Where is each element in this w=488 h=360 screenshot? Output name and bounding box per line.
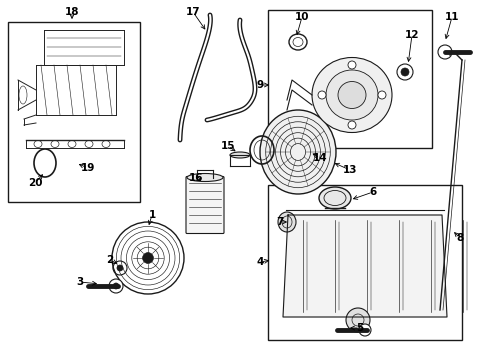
Text: 5: 5	[356, 323, 363, 333]
Text: 15: 15	[220, 141, 235, 151]
Text: 12: 12	[404, 30, 418, 40]
Bar	[267, 185, 461, 340]
Text: 17: 17	[185, 7, 200, 17]
Text: 20: 20	[28, 178, 42, 188]
Circle shape	[437, 45, 451, 59]
Circle shape	[347, 61, 355, 69]
Circle shape	[346, 308, 369, 332]
Circle shape	[400, 68, 408, 76]
Text: 18: 18	[64, 7, 79, 17]
Text: 13: 13	[342, 165, 357, 175]
Circle shape	[117, 265, 123, 271]
Ellipse shape	[318, 187, 350, 209]
Ellipse shape	[325, 70, 377, 120]
Circle shape	[347, 121, 355, 129]
Circle shape	[109, 279, 123, 293]
Circle shape	[142, 253, 153, 264]
Text: 19: 19	[81, 163, 95, 173]
Ellipse shape	[260, 110, 335, 194]
Polygon shape	[283, 215, 446, 317]
Ellipse shape	[337, 81, 365, 108]
Circle shape	[113, 283, 119, 289]
Bar	[267, 10, 431, 148]
Ellipse shape	[311, 58, 391, 132]
Bar	[8, 22, 140, 202]
Text: 9: 9	[256, 80, 263, 90]
Text: 4: 4	[256, 257, 263, 267]
Text: 2: 2	[106, 255, 113, 265]
Text: 1: 1	[148, 210, 155, 220]
Circle shape	[358, 324, 370, 336]
FancyBboxPatch shape	[185, 176, 224, 234]
Ellipse shape	[229, 152, 249, 158]
Text: 6: 6	[368, 187, 376, 197]
Circle shape	[317, 91, 325, 99]
Circle shape	[396, 64, 412, 80]
Text: 14: 14	[312, 153, 326, 163]
Ellipse shape	[186, 174, 223, 181]
Circle shape	[377, 91, 385, 99]
Text: 8: 8	[455, 233, 463, 243]
Text: 3: 3	[76, 277, 83, 287]
Text: 16: 16	[188, 173, 203, 183]
Text: 7: 7	[276, 217, 283, 227]
Text: 10: 10	[294, 12, 308, 22]
Ellipse shape	[278, 212, 295, 232]
Text: 11: 11	[444, 12, 458, 22]
